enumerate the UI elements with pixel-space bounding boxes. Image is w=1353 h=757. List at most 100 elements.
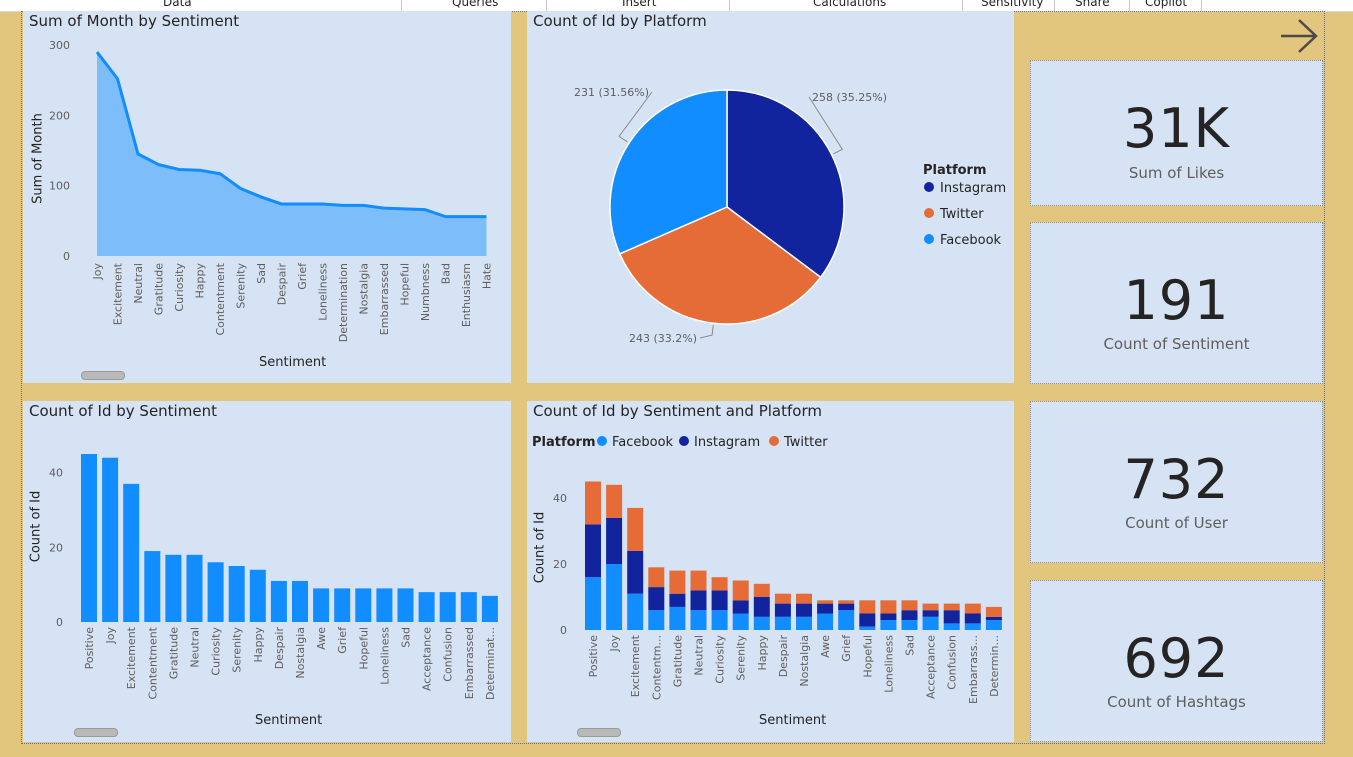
x-tick-label: Contentment [146,626,159,699]
x-tick-label: Awe [315,627,328,650]
kpi-card-hashtags[interactable]: 692 Count of Hashtags [1030,580,1323,742]
area-chart: 0 100 200 300 Joy Excitement Neutral Gratitude C… [49,39,494,342]
data-label: 243 (33.2%) [629,332,697,345]
x-tick-label: Curiosity [714,635,727,684]
x-tick-label: Grief [840,634,853,662]
area-chart-panel[interactable]: Sum of Month by Sentiment Sum of Month 0… [23,11,511,383]
bar-segment-twitter [606,484,623,518]
x-tick-label: Gratitude [153,263,166,315]
bar-segment-facebook [753,616,770,630]
bar-segment-instagram [690,590,707,611]
ribbon-insert[interactable]: Insert [622,0,657,9]
kpi-value: 732 [1123,448,1230,511]
bar-segment-facebook [817,613,834,630]
legend-marker [597,436,607,446]
stacked-bar-chart-scrollbar[interactable] [577,728,621,737]
bar-segment-instagram [606,517,623,564]
bar [334,588,351,622]
bar-segment-twitter [774,593,791,604]
x-tick-label: Nostalgia [798,635,811,687]
bar [144,551,161,622]
x-tick-label: Nostalgia [358,263,371,315]
x-tick-label: Hopeful [357,627,370,670]
x-tick-label: Gratitude [167,627,180,679]
legend-item: Twitter [783,435,828,450]
bar-segment-facebook [796,616,812,630]
x-tick-label: Excitement [629,634,642,697]
data-label-leader [618,91,653,143]
bar [355,588,372,622]
area-fill [97,52,487,257]
x-tick-label: Sad [255,263,268,284]
bar-chart-scrollbar[interactable] [74,728,118,737]
bar [102,457,119,622]
x-tick-label: Positive [83,627,96,670]
bar [165,554,182,622]
legend-item: Instagram [940,181,1006,196]
stacked-bar-chart-x-title: Sentiment [759,713,827,728]
x-tick-label: Embarrassed [463,627,476,699]
x-tick-label: Curiosity [173,263,186,312]
ribbon-queries[interactable]: Queries [452,0,499,9]
ribbon-calculations[interactable]: Calculations [813,0,887,9]
bar [481,595,498,622]
ribbon-separator [546,0,547,11]
area-chart-x-title: Sentiment [259,355,327,370]
x-tick-label: Acceptance [421,627,434,691]
stacked-bar-chart-panel[interactable]: Count of Id by Sentiment and Platform Co… [527,401,1014,742]
bar-segment-twitter [627,507,644,551]
area-chart-title: Sum of Month by Sentiment [29,12,240,30]
y-tick-label: 0 [56,616,63,629]
kpi-card-user[interactable]: 732 Count of User [1030,401,1323,563]
ribbon-copilot[interactable]: Copilot [1145,0,1188,9]
bar-chart: 0 20 40 Positive Joy Excitement Contentment Gra… [49,454,498,700]
x-tick-label: Excitement [125,626,138,689]
ribbon-sensitivity[interactable]: Sensitivity [981,0,1044,9]
pie-chart-panel[interactable]: Count of Id by Platform 258 (35.25%) 243 … [527,11,1014,383]
bar [207,562,224,622]
bar-chart-panel[interactable]: Count of Id by Sentiment Count of Id 0 20… [23,401,511,742]
kpi-card-sentiment[interactable]: 191 Count of Sentiment [1030,222,1323,384]
bar-segment-instagram [711,590,728,611]
x-tick-label: Happy [194,263,207,299]
arrow-right-icon[interactable] [1278,16,1320,56]
kpi-value: 692 [1123,627,1230,690]
bar-segment-twitter [943,603,960,611]
kpi-card-likes[interactable]: 31K Sum of Likes [1030,60,1323,206]
x-tick-label: Embarrassed [378,263,391,335]
bar-segment-twitter [985,606,1002,617]
area-chart-scrollbar[interactable] [81,371,125,380]
bar-segment-twitter [690,570,707,591]
x-tick-label: Embarrass... [967,635,980,704]
bar-segment-facebook [669,606,686,630]
bar [397,588,414,622]
bar-segment-twitter [859,600,876,614]
legend-marker [769,436,779,446]
bar [292,580,308,622]
x-tick-label: Grief [296,262,309,290]
bar-segment-instagram [796,603,812,617]
bar [376,588,393,622]
ribbon-share[interactable]: Share [1075,0,1110,9]
bar-segment-twitter [880,600,897,614]
series-line [95,51,487,219]
x-tick-label: Neutral [693,635,706,676]
data-label-leader [699,325,714,339]
stacked-bar-chart-title: Count of Id by Sentiment and Platform [533,402,822,420]
bar [270,580,287,622]
legend-marker [924,182,934,192]
data-label: 231 (31.56%) [574,86,649,99]
x-tick-label: Bad [440,263,453,284]
bar-segment-instagram [732,600,749,614]
x-tick-label: Loneliness [317,263,330,321]
bar-segment-facebook [627,593,644,630]
bar-segment-twitter [796,593,812,604]
legend-item: Facebook [940,233,1002,248]
data-label: 258 (35.25%) [812,91,887,104]
bar-segment-twitter [648,567,665,588]
bar-segment-twitter [901,600,918,611]
bar-segment-facebook [880,620,897,630]
x-tick-label: Despair [273,627,286,670]
kpi-value: 191 [1123,269,1230,332]
ribbon-data[interactable]: Data [163,0,192,9]
